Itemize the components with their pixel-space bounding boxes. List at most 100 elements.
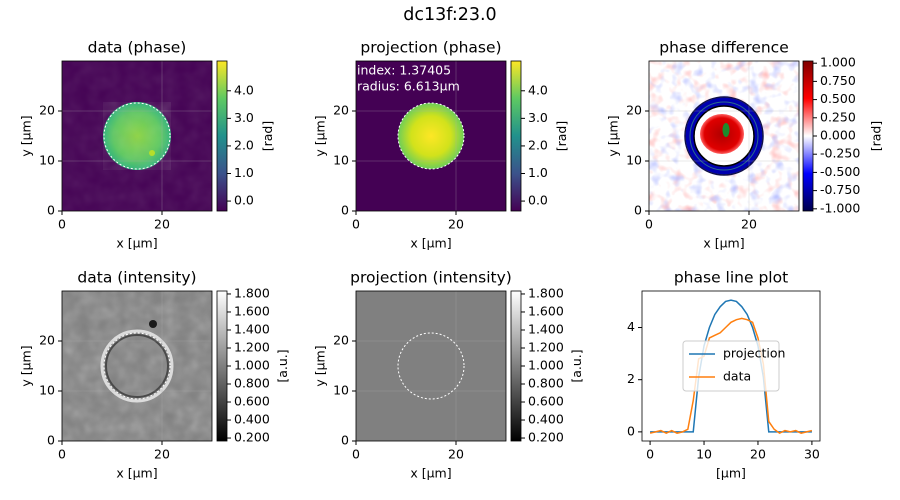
x-tick-label: 30 [804,447,820,462]
colorbar-label: [a.u.] [569,349,584,382]
colorbar-tick-label: 3.0 [528,110,548,125]
colorbar-tick-label: 0.800 [528,376,564,391]
y-tick-label: 2 [627,371,635,386]
colorbar-tick-label: 0.400 [528,412,564,427]
x-tick-label: 20 [154,447,170,462]
colorbar-tick-label: 4.0 [234,82,254,97]
axes-title: data (phase) [88,39,187,57]
axes-frame [355,290,507,442]
y-tick-label: 10 [333,153,349,168]
y-tick-label: 20 [333,333,349,348]
y-axis-label: y [µm] [313,345,328,386]
y-tick-label: 0 [634,203,642,218]
colorbar-tick-label: 3.0 [234,110,254,125]
x-tick-label: 20 [448,447,464,462]
colorbar [510,290,522,442]
colorbar-tick-label: 1.0 [234,165,254,180]
x-axis-label: x [µm] [410,236,451,251]
axes-frame [61,60,213,212]
x-tick-label: 20 [154,217,170,232]
colorbar-tick-label: 1.600 [528,303,564,318]
colorbar-tick-label: 2.0 [528,137,548,152]
colorbar-tick-label: 0.400 [234,412,270,427]
line [649,317,813,435]
x-axis-label: x [µm] [703,236,744,251]
panel: 1.800 1.600 1.400 1.200 1.000 0.800 0.600 0.400… [19,269,291,481]
colorbar-tick-label: 0.750 [820,73,856,88]
x-tick-label: 0 [58,447,66,462]
panel: 1.800 1.600 1.400 1.200 1.000 0.800 0.600 0.400… [313,269,585,481]
x-tick-label: 20 [448,217,464,232]
colorbar-tick-label: 1.200 [528,339,564,354]
colorbar-tick-label: 1.000 [528,358,564,373]
colorbar-tick-label: -0.500 [820,164,860,179]
colorbar-tick-label: 1.600 [234,303,270,318]
ring [105,334,169,398]
axes-frame [355,60,507,212]
cell [398,103,464,169]
colorbar-tick-label: -0.250 [820,146,860,161]
ring-edge [689,101,759,171]
axes-frame [641,290,821,442]
colorbar-label: [a.u.] [275,349,290,382]
colorbar [216,290,228,442]
colorbar-tick-label: 1.0 [528,165,548,180]
colorbar [510,60,522,212]
legend-label: data [723,369,751,384]
image-background [356,291,506,441]
colorbar-tick-label: 1.000 [234,358,270,373]
spot [149,150,155,156]
colorbar-tick-label: 1.200 [234,339,270,354]
colorbar-tick-label: 4.0 [528,82,548,97]
colorbar-tick-label: 1.400 [528,321,564,336]
colorbar-tick-label: 0.0 [528,193,548,208]
y-axis-label: y [µm] [313,115,328,156]
y-tick-label: 10 [626,153,642,168]
axes-title: data (intensity) [77,269,196,287]
y-axis-label: y [µm] [606,115,621,156]
colorbar-tick-label: -0.750 [820,182,860,197]
y-tick-label: 0 [47,433,55,448]
axes-frame [648,60,800,212]
colorbar-tick-label: 1.800 [234,285,270,300]
axes-title: phase difference [659,39,789,57]
colorbar-tick-label: 1.000 [820,55,856,70]
colorbar-tick-label: 2.0 [234,137,254,152]
fit-outline [397,102,465,170]
fit-outline [397,332,465,400]
colorbar-tick-label: 0.600 [234,394,270,409]
colorbar-tick-label: 0.250 [820,109,856,124]
colorbar-tick-label: 0.0 [234,193,254,208]
colorbar-tick-label: 0.200 [234,430,270,445]
x-axis-label: x [µm] [410,466,451,481]
colorbar-label: [rad] [554,121,569,152]
panel: projection data 0 10 20 30 0 2 4 phase line plot [… [627,269,821,481]
image-noise [62,291,212,441]
panel: 0.0 1.0 2.0 3.0 4.0 [rad] 0 20 0 10 20 data (phase)… [19,39,276,251]
y-tick-label: 0 [627,423,635,438]
colorbar-tick-label: 1.400 [234,321,270,336]
spot [149,320,157,328]
x-tick-label: 10 [696,447,712,462]
image [62,61,212,211]
colorbar-tick-label: 0.800 [234,376,270,391]
colorbar-tick-label: 0.500 [820,91,856,106]
y-tick-label: 0 [47,203,55,218]
y-tick-label: 20 [626,103,642,118]
ring-edge [693,105,755,167]
y-tick-label: 20 [39,333,55,348]
colorbar-tick-label: -1.000 [820,200,860,215]
colorbar-tick-label: 1.800 [528,285,564,300]
line [650,299,812,433]
x-tick-label: 0 [645,217,653,232]
x-axis-label: x [µm] [116,236,157,251]
y-tick-label: 20 [39,103,55,118]
image [62,291,212,441]
annotation: index: 1.37405 [357,63,451,78]
axes-title: phase line plot [674,269,788,287]
legend-label: projection [723,346,785,361]
spot [722,123,730,137]
cell-noise [103,102,171,170]
x-tick-label: 0 [58,217,66,232]
